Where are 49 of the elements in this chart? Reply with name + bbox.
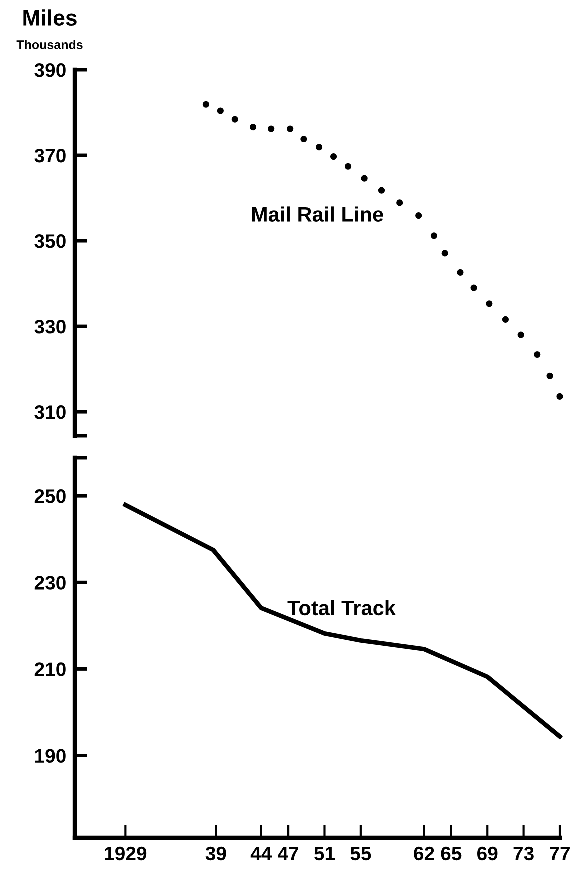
x-tick-label: 51 [314,847,336,861]
point [470,284,478,292]
x-tick-label: 65 [441,846,462,861]
point [518,332,524,338]
point [502,316,509,323]
y-tick-label: 350 [34,234,66,248]
point [217,108,224,114]
y-tick-label: 250 [34,490,66,504]
x-tick-label: 1929 [105,846,147,861]
point [316,144,323,151]
y-tick-label: 190 [35,749,66,764]
x-tick-label: 55 [350,847,372,861]
point [430,232,438,240]
point [250,124,257,131]
y-tick-label: 230 [34,576,66,590]
point [300,136,308,143]
point [486,300,493,308]
point [378,187,386,194]
point [556,393,564,400]
point [546,372,554,380]
point [396,200,404,206]
point [287,126,294,132]
point [330,154,338,160]
line-series [123,502,562,739]
point [457,269,464,276]
point [344,163,352,170]
chart-title: Miles [24,10,77,26]
x-tick-label: 69 [478,846,498,861]
x-tick-label: 73 [514,846,534,861]
y-tick-label: 330 [34,320,66,334]
x-tick-label: 39 [206,846,226,861]
point [361,175,368,182]
point [416,212,422,220]
x-tick-label: 44 [250,847,272,860]
point [202,101,210,108]
x-tick-label: 47 [278,847,299,860]
chart-subtitle: Thousands [16,40,83,50]
y-tick-label: 370 [34,148,66,163]
series-label: Mail Rail Line [252,206,384,222]
point [442,250,448,257]
y-tick-label: 210 [34,662,66,676]
x-tick-label: 62 [414,846,434,861]
y-tick-label: 390 [34,63,66,78]
x-tick-label: 77 [550,847,570,860]
y-tick-label: 310 [34,406,66,420]
point [268,126,275,132]
point [534,351,541,358]
series-label: Total Track [288,600,396,616]
point [232,116,238,123]
